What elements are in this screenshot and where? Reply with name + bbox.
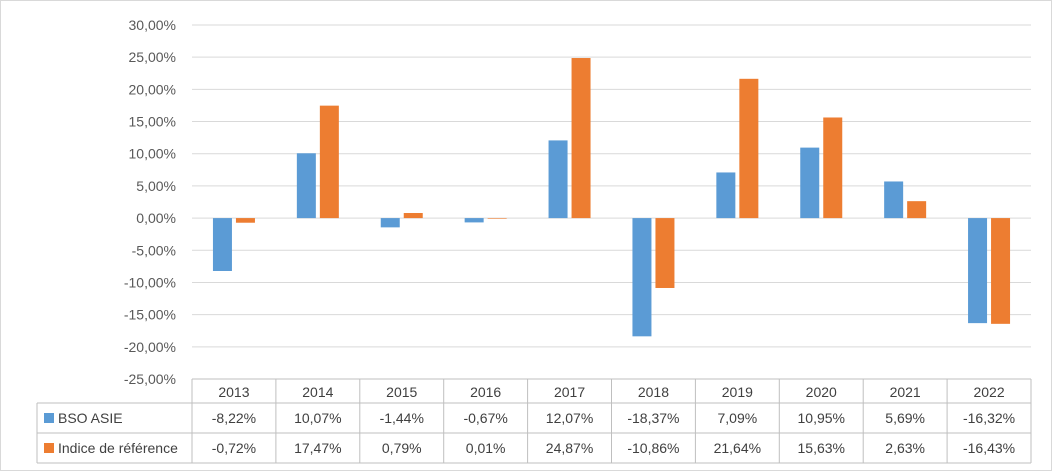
y-tick-label: 5,00% bbox=[136, 178, 176, 194]
data-label: 10,07% bbox=[294, 410, 341, 426]
y-tick-label: -20,00% bbox=[124, 339, 176, 355]
x-tick-label: 2020 bbox=[806, 384, 837, 400]
data-label: 5,69% bbox=[885, 410, 925, 426]
data-label: 15,63% bbox=[798, 440, 845, 456]
data-label: 10,95% bbox=[798, 410, 845, 426]
legend-entry: Indice de référence bbox=[58, 440, 178, 456]
data-label: -10,86% bbox=[627, 440, 679, 456]
data-label: -16,43% bbox=[963, 440, 1015, 456]
data-label: -16,32% bbox=[963, 410, 1015, 426]
bar-bso-asie-2021 bbox=[884, 181, 904, 219]
legend-entry: BSO ASIE bbox=[58, 410, 123, 426]
y-tick-label: -5,00% bbox=[132, 242, 176, 258]
data-label: 2,63% bbox=[885, 440, 925, 456]
data-label: 12,07% bbox=[546, 410, 593, 426]
x-tick-label: 2017 bbox=[554, 384, 585, 400]
y-tick-label: 30,00% bbox=[129, 17, 176, 33]
data-label: 0,01% bbox=[466, 440, 506, 456]
data-label: -18,37% bbox=[627, 410, 679, 426]
y-tick-label: -10,00% bbox=[124, 274, 176, 290]
data-label: -0,72% bbox=[212, 440, 256, 456]
bar-bso-asie-2013 bbox=[212, 218, 232, 271]
bars bbox=[212, 58, 1011, 337]
data-label: -0,67% bbox=[463, 410, 507, 426]
bar-bso-asie-2017 bbox=[548, 140, 568, 219]
bar-bso-asie-2022 bbox=[968, 218, 988, 324]
data-label: -8,22% bbox=[212, 410, 256, 426]
data-label: 7,09% bbox=[717, 410, 757, 426]
bar-indice-de-reference-2016 bbox=[487, 218, 507, 219]
y-tick-label: 10,00% bbox=[129, 146, 176, 162]
y-tick-label: 15,00% bbox=[129, 114, 176, 130]
data-label: 17,47% bbox=[294, 440, 341, 456]
x-tick-label: 2016 bbox=[470, 384, 501, 400]
bar-indice-de-reference-2018 bbox=[655, 218, 675, 288]
bar-bso-asie-2019 bbox=[716, 172, 736, 219]
bar-indice-de-reference-2021 bbox=[907, 201, 927, 219]
bar-indice-de-reference-2017 bbox=[571, 58, 591, 219]
bar-bso-asie-2014 bbox=[296, 153, 316, 219]
bar-indice-de-reference-2022 bbox=[991, 218, 1011, 324]
x-tick-label: 2013 bbox=[218, 384, 249, 400]
bar-indice-de-reference-2019 bbox=[739, 78, 759, 219]
bar-indice-de-reference-2013 bbox=[235, 218, 255, 223]
y-axis-tick-labels: 30,00% 25,00% 20,00% 15,00% 10,00% 5,00% 0,00%… bbox=[124, 17, 176, 387]
x-tick-label: 2022 bbox=[973, 384, 1004, 400]
bar-indice-de-reference-2014 bbox=[319, 105, 339, 219]
y-tick-label: -15,00% bbox=[124, 307, 176, 323]
x-tick-label: 2021 bbox=[890, 384, 921, 400]
x-tick-label: 2018 bbox=[638, 384, 669, 400]
data-table: 2013 2014 2015 2016 2017 2018 2019 2020 2021 2022… bbox=[36, 378, 1032, 464]
bar-bso-asie-2020 bbox=[800, 147, 820, 219]
x-tick-label: 2019 bbox=[722, 384, 753, 400]
bar-bso-asie-2015 bbox=[380, 218, 400, 228]
bar-bso-asie-2016 bbox=[464, 218, 484, 223]
y-tick-label: -25,00% bbox=[124, 371, 176, 387]
x-tick-label: 2015 bbox=[386, 384, 417, 400]
x-tick-label: 2014 bbox=[302, 384, 333, 400]
data-label: 0,79% bbox=[382, 440, 422, 456]
y-tick-label: 20,00% bbox=[129, 81, 176, 97]
data-label: -1,44% bbox=[380, 410, 424, 426]
y-tick-label: 25,00% bbox=[129, 49, 176, 65]
bar-indice-de-reference-2020 bbox=[823, 117, 843, 219]
data-label: 21,64% bbox=[714, 440, 761, 456]
data-label: 24,87% bbox=[546, 440, 593, 456]
legend-swatch bbox=[44, 413, 54, 423]
bar-bso-asie-2018 bbox=[632, 218, 652, 337]
legend-swatch bbox=[44, 443, 54, 453]
y-tick-label: 0,00% bbox=[136, 210, 176, 226]
bar-indice-de-reference-2015 bbox=[403, 213, 423, 219]
gridlines bbox=[192, 24, 1031, 380]
